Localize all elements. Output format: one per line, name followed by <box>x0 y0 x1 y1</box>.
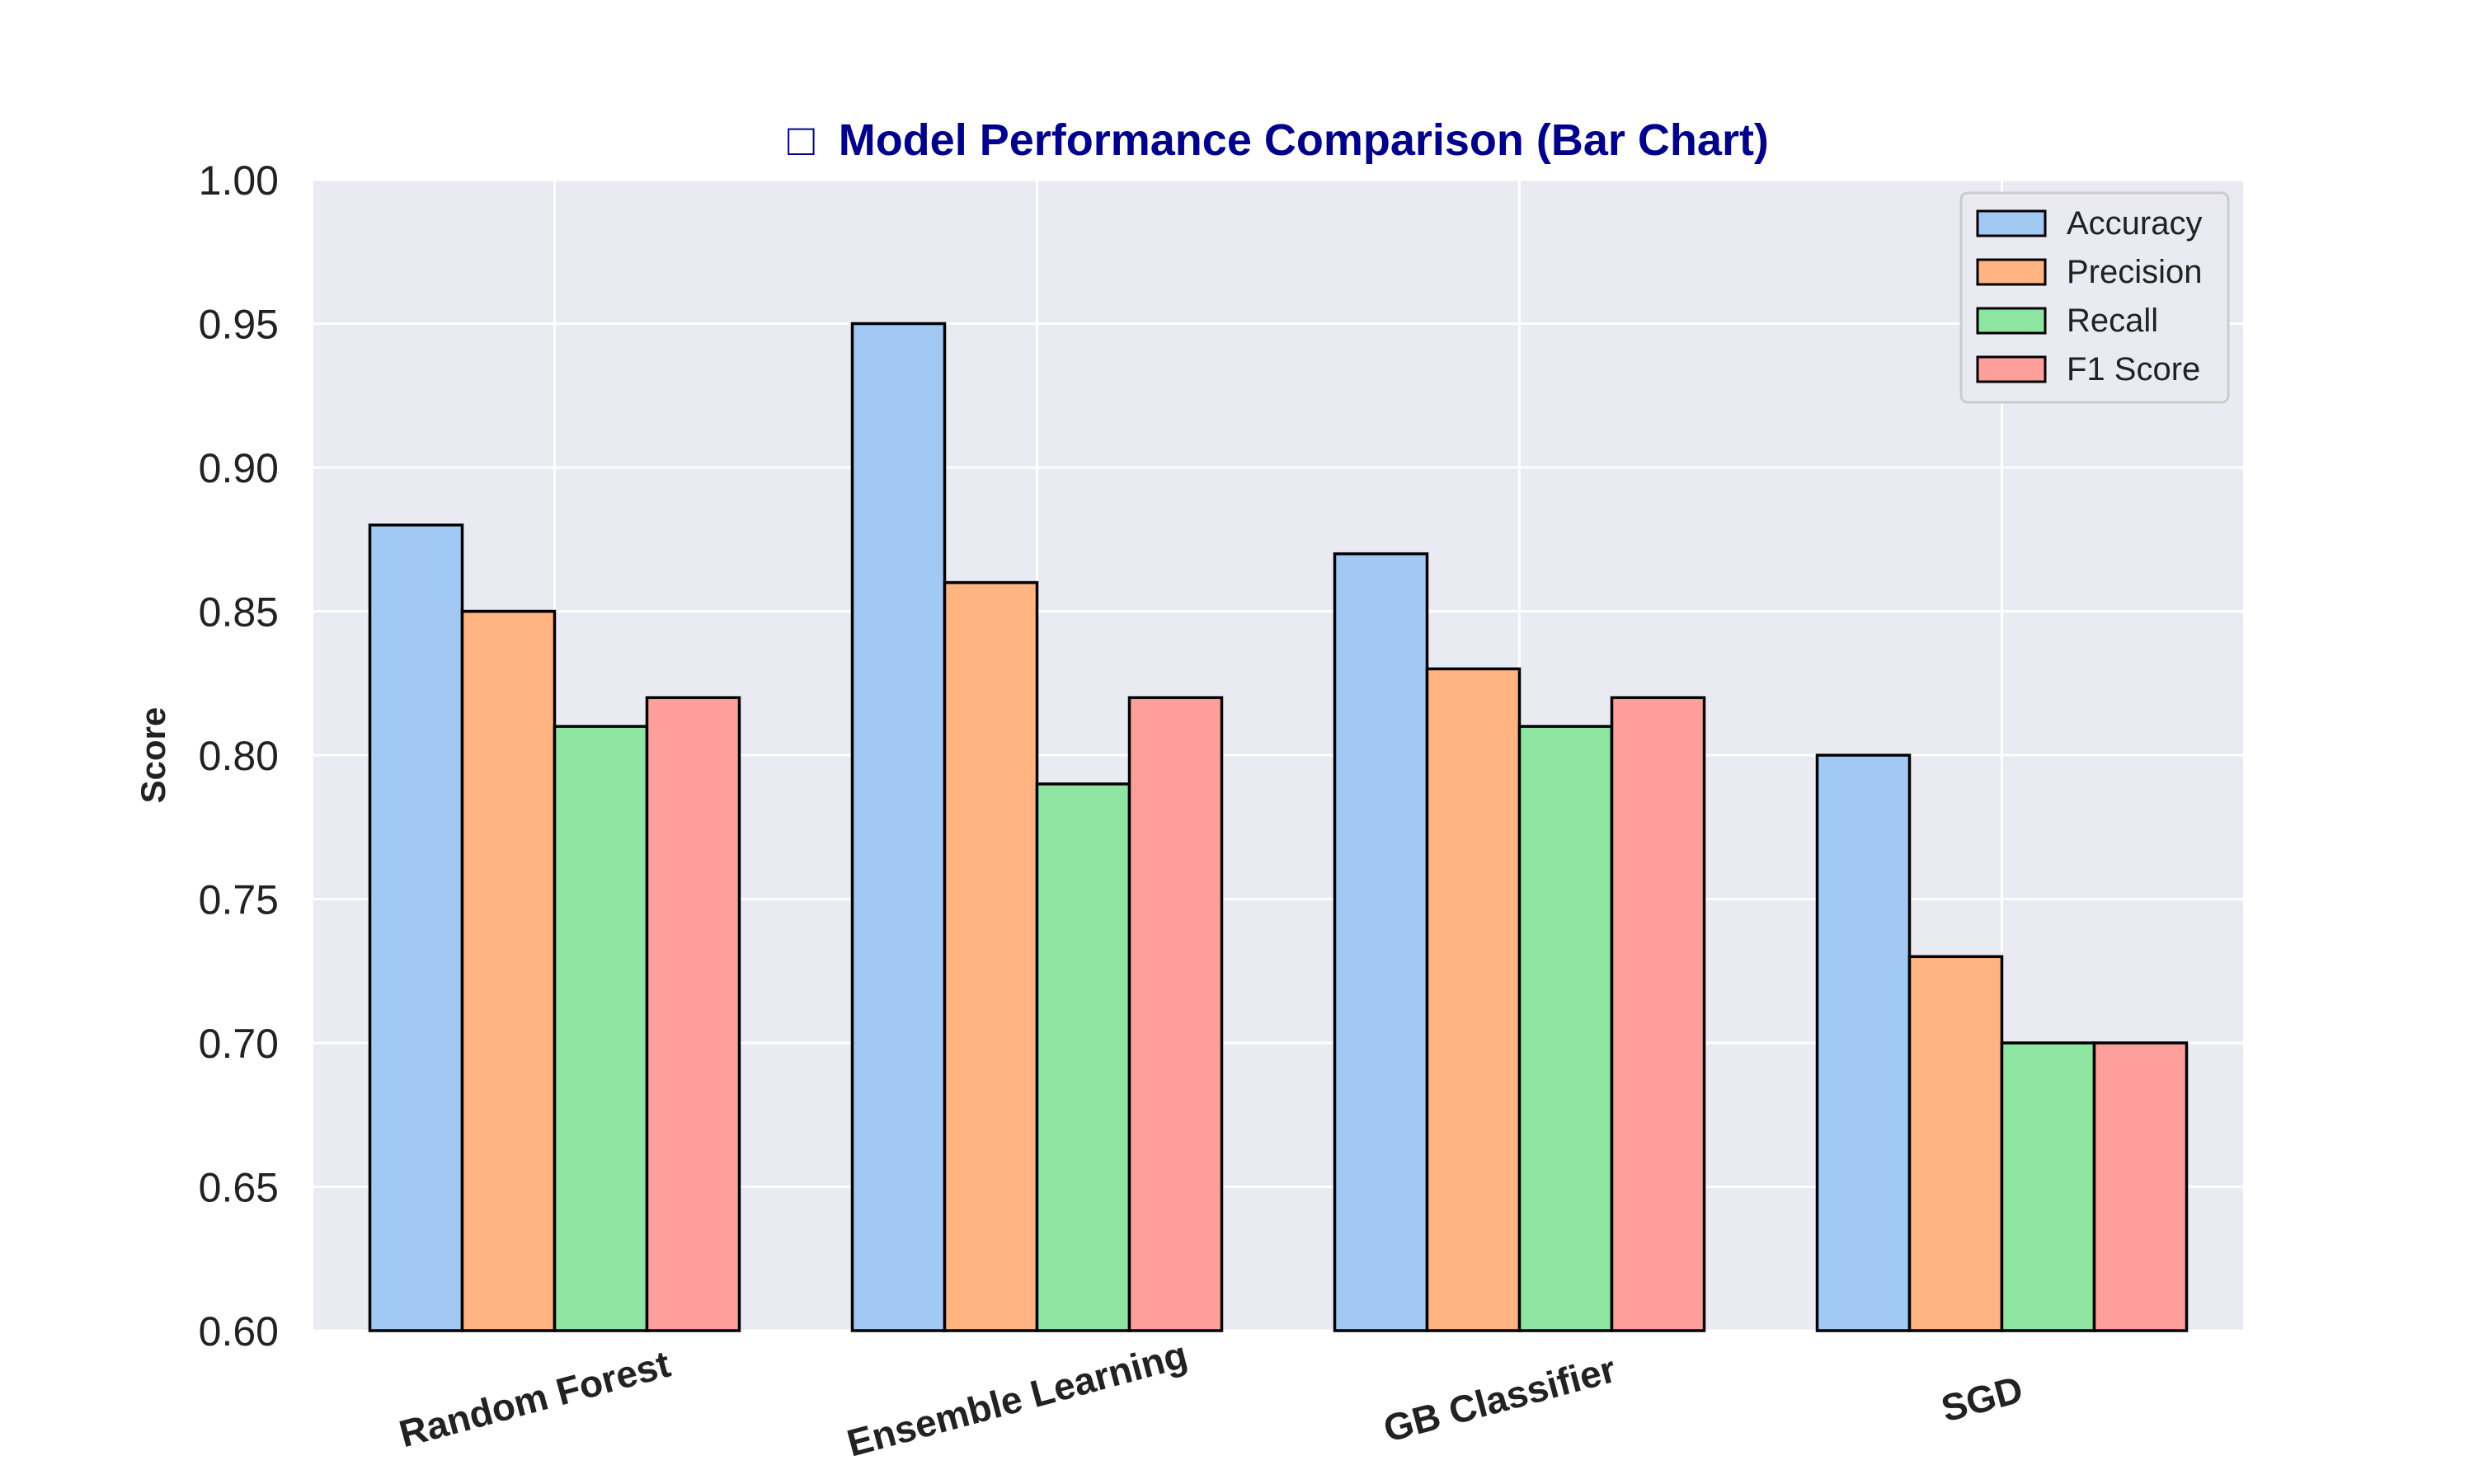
bar-recall <box>1035 782 1131 1332</box>
bar-f1-score <box>1127 696 1224 1332</box>
legend: Accuracy Precision Recall F1 Score <box>1959 191 2230 404</box>
legend-label: Precision <box>2067 254 2203 290</box>
bars <box>368 322 2189 1332</box>
chart-title: □ Model Performance Comparison (Bar Char… <box>788 115 1769 165</box>
legend-swatch <box>1976 307 2047 335</box>
bar-precision <box>1907 955 2004 1332</box>
bar-f1-score <box>1610 696 1706 1332</box>
y-tick-label: 0.85 <box>199 589 279 636</box>
y-axis-label: Score <box>134 707 172 804</box>
legend-label: F1 Score <box>2067 351 2200 387</box>
y-tick-label: 0.90 <box>199 445 279 491</box>
legend-swatch <box>1976 355 2047 383</box>
bar-precision <box>943 580 1039 1332</box>
legend-swatch <box>1976 209 2047 237</box>
bar-recall <box>553 725 649 1332</box>
x-category-label: SGD <box>1936 1368 2027 1430</box>
legend-frame <box>1959 191 2230 404</box>
y-tick-label: 0.70 <box>199 1021 279 1067</box>
x-category-label: Ensemble Learning <box>843 1333 1192 1465</box>
bar-accuracy <box>1815 754 1912 1332</box>
bar-recall <box>2000 1041 2096 1332</box>
bar-accuracy <box>368 524 464 1332</box>
x-category-label: GB Classifier <box>1379 1347 1620 1450</box>
bar-precision <box>460 609 557 1332</box>
y-tick-label: 0.95 <box>199 302 279 348</box>
x-category-label: Random Forest <box>395 1342 675 1456</box>
bar-f1-score <box>645 696 741 1332</box>
y-tick-label: 0.65 <box>199 1165 279 1211</box>
bar-accuracy <box>850 322 947 1332</box>
bar-recall <box>1517 725 1614 1332</box>
title-icon: □ <box>788 115 815 165</box>
y-tick-label: 1.00 <box>199 157 279 204</box>
y-tick-label: 0.75 <box>199 877 279 923</box>
legend-swatch <box>1976 258 2047 286</box>
bar-accuracy <box>1333 552 1429 1332</box>
bar-f1-score <box>2092 1041 2189 1332</box>
bar-precision <box>1425 667 1522 1332</box>
title-text: Model Performance Comparison (Bar Chart) <box>839 115 1769 165</box>
x-category-labels: Random Forest Ensemble Learning GB Classif… <box>395 1333 2028 1465</box>
legend-label: Accuracy <box>2067 205 2203 242</box>
legend-label: Recall <box>2067 303 2158 339</box>
y-tick-label: 0.60 <box>199 1308 279 1355</box>
y-tick-label: 0.80 <box>199 733 279 779</box>
y-tick-labels: 0.60 0.65 0.70 0.75 0.80 0.85 0.90 0.95 1.00 <box>199 157 279 1355</box>
